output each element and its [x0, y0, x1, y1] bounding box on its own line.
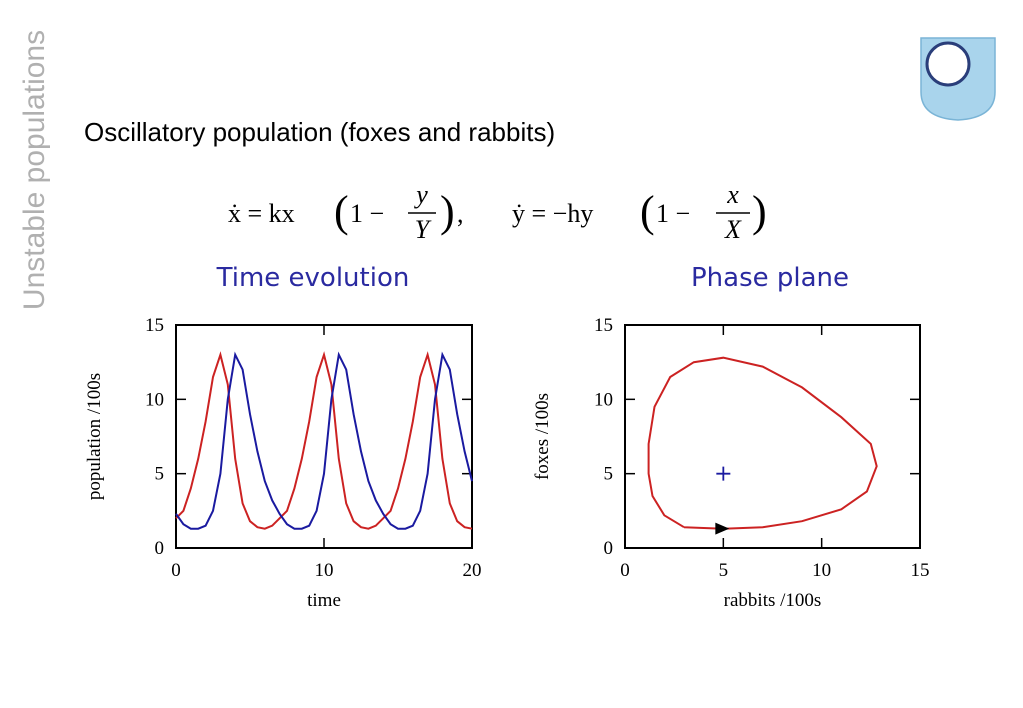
eq-paren: (	[334, 187, 349, 236]
x-axis-label: rabbits /100s	[724, 590, 822, 611]
y-tick-label: 15	[594, 315, 613, 336]
eq-term: 1 −	[350, 199, 384, 228]
chart-title: Time evolution	[216, 263, 410, 293]
logo-circle	[925, 41, 971, 87]
eq-num: x	[726, 180, 739, 209]
data-line	[175, 351, 473, 530]
y-tick-label: 15	[145, 315, 164, 336]
eq-sep: ,	[457, 199, 464, 228]
logo	[920, 37, 996, 121]
y-axis-label: foxes /100s	[532, 393, 553, 480]
eq-lhs: ẋ = kx	[228, 199, 295, 228]
x-tick-label: 15	[911, 560, 930, 581]
side-title: Unstable populations	[18, 30, 51, 310]
heading: Oscillatory population (foxes and rabbit…	[84, 117, 555, 147]
x-tick-label: 0	[620, 560, 630, 581]
x-tick-label: 0	[171, 560, 181, 581]
eq-term: 1 −	[656, 199, 690, 228]
eq-den: Y	[415, 215, 432, 244]
plot-frame	[624, 324, 921, 549]
y-axis-label: population /100s	[84, 373, 105, 500]
y-tick-label: 0	[155, 538, 165, 559]
eq-num: y	[413, 180, 428, 209]
eq-den: X	[724, 215, 742, 244]
y-tick-label: 10	[145, 389, 164, 410]
equilibrium-marker	[716, 466, 731, 481]
eq-paren: )	[752, 187, 767, 236]
y-tick-label: 0	[604, 538, 614, 559]
x-tick-label: 5	[719, 560, 729, 581]
x-tick-label: 10	[315, 560, 334, 581]
x-axis-label: time	[307, 590, 341, 611]
x-tick-label: 10	[812, 560, 831, 581]
chart-title: Phase plane	[691, 263, 849, 293]
y-tick-label: 5	[604, 464, 614, 485]
direction-arrow	[715, 522, 730, 535]
eq-paren: (	[640, 187, 655, 236]
x-tick-label: 20	[463, 560, 482, 581]
data-line	[175, 351, 473, 530]
equation: ẋ = kx ( 1 − y Y ) , ẏ = −hy ( 1 − x X )	[228, 180, 767, 244]
eq-lhs: ẏ = −hy	[512, 199, 593, 228]
y-tick-label: 5	[155, 464, 165, 485]
data-line	[647, 356, 878, 530]
eq-paren: )	[440, 187, 455, 236]
y-tick-label: 10	[594, 389, 613, 410]
